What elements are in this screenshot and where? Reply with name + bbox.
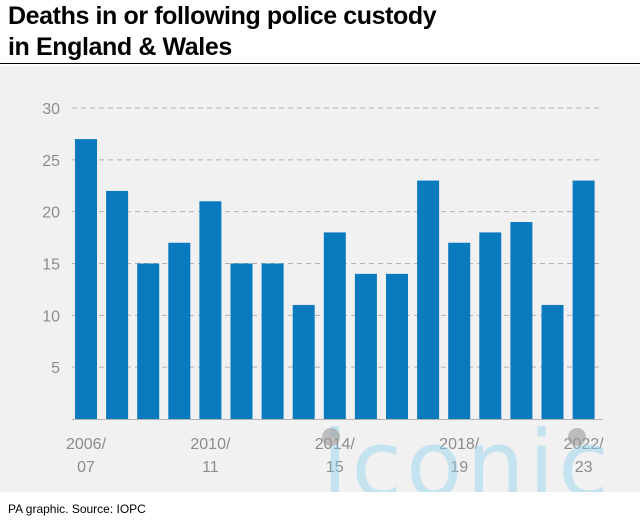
y-tick-label: 10 <box>42 308 60 325</box>
watermark-dot <box>322 428 340 446</box>
y-tick-label: 20 <box>42 205 60 222</box>
watermark-dot <box>568 428 586 446</box>
bar-2007-08 <box>106 190 129 419</box>
bar-2006-07 <box>75 139 97 419</box>
bar-2021-22 <box>541 304 564 419</box>
x-tick-label: 15 <box>326 459 344 476</box>
title-line-1: Deaths in or following police custody <box>8 2 437 30</box>
bar-2022-23 <box>572 180 595 419</box>
bar-chart: 510152025302006/072010/112014/152018/192… <box>42 101 613 492</box>
bar-2009-10 <box>168 242 191 419</box>
x-tick-label: 2006/ <box>66 436 107 453</box>
bar-2020-21 <box>510 222 533 419</box>
bar-2019-20 <box>479 232 502 419</box>
bar-2018-19 <box>448 242 471 419</box>
y-tick-label: 25 <box>42 153 60 170</box>
bar-2013-14 <box>292 304 315 419</box>
source-note: PA graphic. Source: IOPC <box>8 502 146 516</box>
y-tick-label: 5 <box>51 360 60 377</box>
x-tick-label: 19 <box>450 459 468 476</box>
bar-2008-09 <box>137 263 160 419</box>
x-tick-label: 07 <box>77 459 95 476</box>
bar-2015-16 <box>354 273 377 419</box>
y-tick-label: 30 <box>42 101 60 118</box>
chart-title: Deaths in or following police custody in… <box>8 1 628 63</box>
bar-2017-18 <box>417 180 440 419</box>
x-tick-label: 23 <box>575 459 593 476</box>
x-tick-label: 2018/ <box>439 436 480 453</box>
bar-2016-17 <box>386 273 408 419</box>
title-divider <box>0 63 640 64</box>
x-tick-label: 11 <box>202 459 219 476</box>
y-tick-label: 15 <box>42 257 60 274</box>
title-line-2: in England & Wales <box>8 33 232 61</box>
bar-2012-13 <box>261 263 284 419</box>
bar-2010-11 <box>199 201 222 419</box>
watermark-logo: iconic <box>322 411 613 492</box>
chart-panel: 510152025302006/072010/112014/152018/192… <box>0 66 640 492</box>
bar-2011-12 <box>230 263 253 419</box>
x-tick-label: 2010/ <box>190 436 231 453</box>
bar-2014-15 <box>323 232 346 419</box>
